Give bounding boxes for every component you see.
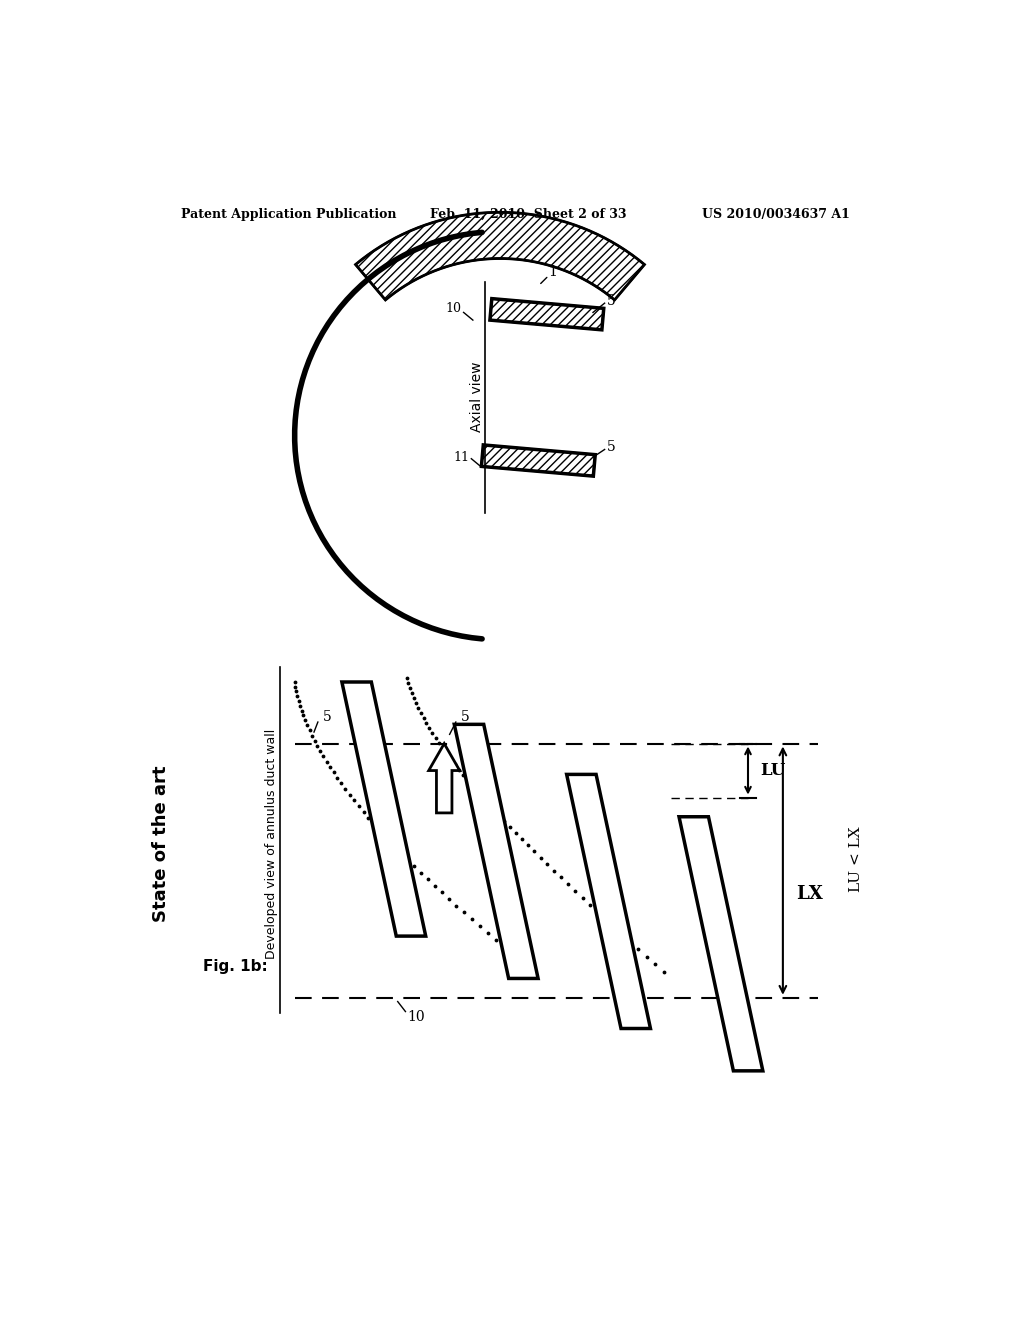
Text: 5: 5 xyxy=(461,710,470,725)
Text: Feb. 11, 2010  Sheet 2 of 33: Feb. 11, 2010 Sheet 2 of 33 xyxy=(430,209,627,222)
Text: Developed view of annulus duct wall: Developed view of annulus duct wall xyxy=(265,729,278,958)
Text: 5: 5 xyxy=(607,440,615,454)
Polygon shape xyxy=(679,817,763,1071)
Polygon shape xyxy=(481,445,595,477)
Text: Patent Application Publication: Patent Application Publication xyxy=(180,209,396,222)
Text: State of the art: State of the art xyxy=(152,766,170,921)
Polygon shape xyxy=(342,682,426,936)
Text: Fig. 1b:: Fig. 1b: xyxy=(203,960,268,974)
Text: 10: 10 xyxy=(445,302,461,315)
Text: US 2010/0034637 A1: US 2010/0034637 A1 xyxy=(701,209,849,222)
Text: 11: 11 xyxy=(453,450,469,463)
Text: 10: 10 xyxy=(407,1010,425,1024)
Polygon shape xyxy=(455,725,538,978)
Text: 5: 5 xyxy=(324,710,332,725)
Text: LU < LX: LU < LX xyxy=(850,826,863,892)
Polygon shape xyxy=(566,775,650,1028)
Text: LX: LX xyxy=(796,884,823,903)
Polygon shape xyxy=(489,298,604,330)
Text: Axial view: Axial view xyxy=(470,362,483,433)
Text: 1: 1 xyxy=(548,265,557,280)
Polygon shape xyxy=(355,213,644,300)
Text: LU: LU xyxy=(761,762,785,779)
Text: 5: 5 xyxy=(607,294,615,308)
FancyArrow shape xyxy=(429,743,460,813)
